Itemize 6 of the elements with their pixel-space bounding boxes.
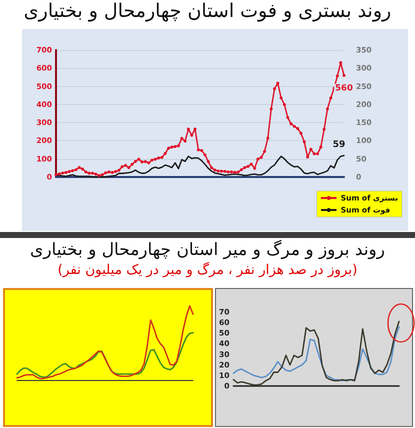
data-label: 560 — [335, 83, 353, 94]
data-label: 59 — [332, 140, 346, 150]
chart-subtitle: (بروز در صد هزار نفر ، مرگ و میر در یک میلیون نفر) — [56, 262, 358, 279]
chart-title: روند بروز و مرگ و میر استان چهارمحال و بختیاری — [29, 240, 386, 261]
chart-title: روند بستری و فوت استان چهارمحال و بختیاری — [22, 0, 392, 23]
line-series — [55, 154, 345, 178]
